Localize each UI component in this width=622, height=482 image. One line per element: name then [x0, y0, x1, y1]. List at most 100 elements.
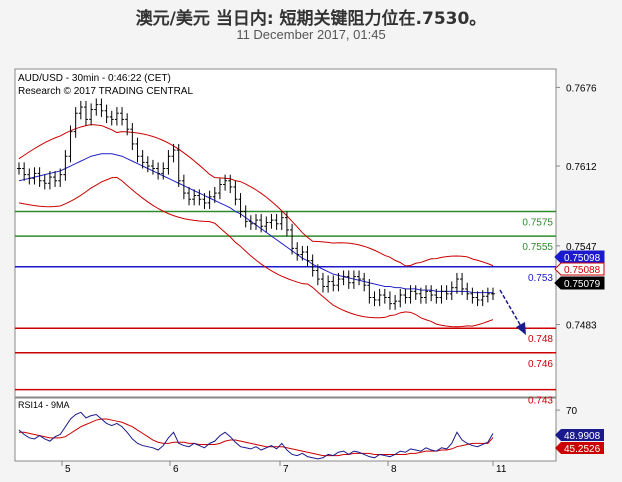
rsi-tag-0: 48.9908: [555, 429, 604, 442]
lower-band: [18, 176, 494, 328]
price-bar: [197, 189, 202, 206]
price-bar: [68, 125, 73, 163]
price-bar: [192, 189, 197, 206]
price-bar: [300, 245, 305, 261]
price-bar: [73, 107, 78, 138]
forecast-arrow: [499, 289, 526, 335]
main-panel: [14, 68, 557, 398]
price-bar: [22, 162, 27, 181]
price-bar: [254, 213, 258, 230]
bollinger-bands: [18, 124, 494, 328]
price-bar: [403, 288, 408, 304]
price-bar: [89, 103, 94, 126]
price-bar: [238, 193, 243, 218]
price-bar: [269, 213, 274, 229]
price-bar: [460, 272, 465, 296]
price-bar: [176, 143, 181, 187]
price-bar: [470, 287, 475, 304]
level-lines: 0.7575 0.7555 0.753 0.748 0.746 0.743: [15, 210, 556, 407]
price-bar: [362, 272, 367, 292]
x-tick-label-4: 11: [496, 464, 507, 475]
y-tick-label-2: 0.7547: [566, 242, 597, 253]
price-bar: [27, 168, 32, 185]
rsi-tick-label: 70: [566, 406, 578, 417]
price-bar: [140, 150, 145, 169]
price-bar: [207, 190, 212, 210]
price-bar: [78, 100, 83, 120]
price-bar: [341, 270, 346, 286]
price-bar: [135, 137, 140, 163]
price-bar: [331, 275, 336, 292]
price-tag-1: 0.75088: [554, 262, 605, 276]
y-tick-label-0: 0.7676: [566, 83, 597, 94]
x-tick-label-0: 5: [65, 464, 71, 475]
price-bar: [434, 288, 439, 304]
price-bar: [444, 285, 449, 300]
price-bar: [290, 223, 295, 255]
price-bar: [408, 285, 413, 304]
page-date: 11 December 2017, 01:45: [236, 27, 386, 42]
price-tag-0: 0.75098: [554, 250, 605, 264]
price-bar: [310, 254, 315, 277]
price-bar: [305, 245, 310, 267]
level-label-5: 0.743: [528, 396, 553, 407]
price-bar: [150, 159, 155, 175]
price-bar: [424, 285, 429, 304]
price-bar: [233, 180, 238, 206]
price-bar: [202, 193, 207, 210]
rsi-panel: [14, 397, 557, 462]
price-bar: [377, 288, 382, 307]
price-bar: [357, 270, 362, 286]
y-tick-label-1: 0.7612: [566, 162, 597, 173]
svg-text:0.75098: 0.75098: [564, 253, 601, 264]
x-tick-label-1: 6: [173, 464, 179, 475]
price-bar: [130, 123, 135, 151]
price-bars: [17, 98, 495, 310]
price-bar: [279, 211, 284, 230]
price-bar: [274, 213, 279, 230]
svg-text:0.75088: 0.75088: [564, 265, 601, 276]
price-bar: [42, 174, 47, 190]
price-bar: [387, 291, 392, 310]
price-bar: [259, 213, 264, 233]
price-bar: [156, 162, 161, 180]
price-bar: [228, 174, 233, 194]
price-bar: [485, 287, 490, 303]
price-bar: [94, 98, 99, 116]
rsi-label: RSI14 - 9MA: [18, 400, 70, 410]
price-bar: [161, 162, 166, 180]
price-bar: [53, 170, 58, 187]
level-label-0: 0.7575: [522, 218, 553, 229]
price-bar: [181, 174, 186, 200]
price-bar: [284, 211, 289, 237]
price-bar: [346, 270, 351, 289]
price-bar: [449, 281, 454, 300]
price-bar: [171, 143, 176, 163]
chart-info-line2: Research © 2017 TRADING CENTRAL: [18, 86, 193, 97]
price-bar: [47, 170, 52, 190]
price-bar: [336, 272, 341, 292]
price-bar: [372, 291, 377, 307]
price-bar: [351, 270, 356, 289]
price-bar: [413, 285, 418, 300]
price-bar: [418, 287, 423, 304]
price-bar: [58, 168, 63, 187]
price-bar: [17, 162, 21, 175]
price-bar: [393, 295, 398, 310]
level-label-3: 0.748: [528, 334, 553, 345]
price-bar: [480, 290, 485, 307]
level-label-4: 0.746: [528, 359, 553, 370]
y-tick-label-3: 0.7483: [566, 321, 597, 332]
price-bar: [465, 282, 470, 300]
price-bar: [320, 272, 325, 293]
price-bar: [326, 275, 331, 293]
x-tick-label-2: 7: [283, 464, 289, 475]
price-bar: [114, 107, 119, 126]
price-bar: [295, 242, 300, 261]
price-bar: [145, 156, 150, 173]
x-axis-ticks: 5 6 7 8 11: [61, 461, 507, 475]
price-bar: [166, 150, 171, 175]
price-bar: [104, 104, 109, 124]
